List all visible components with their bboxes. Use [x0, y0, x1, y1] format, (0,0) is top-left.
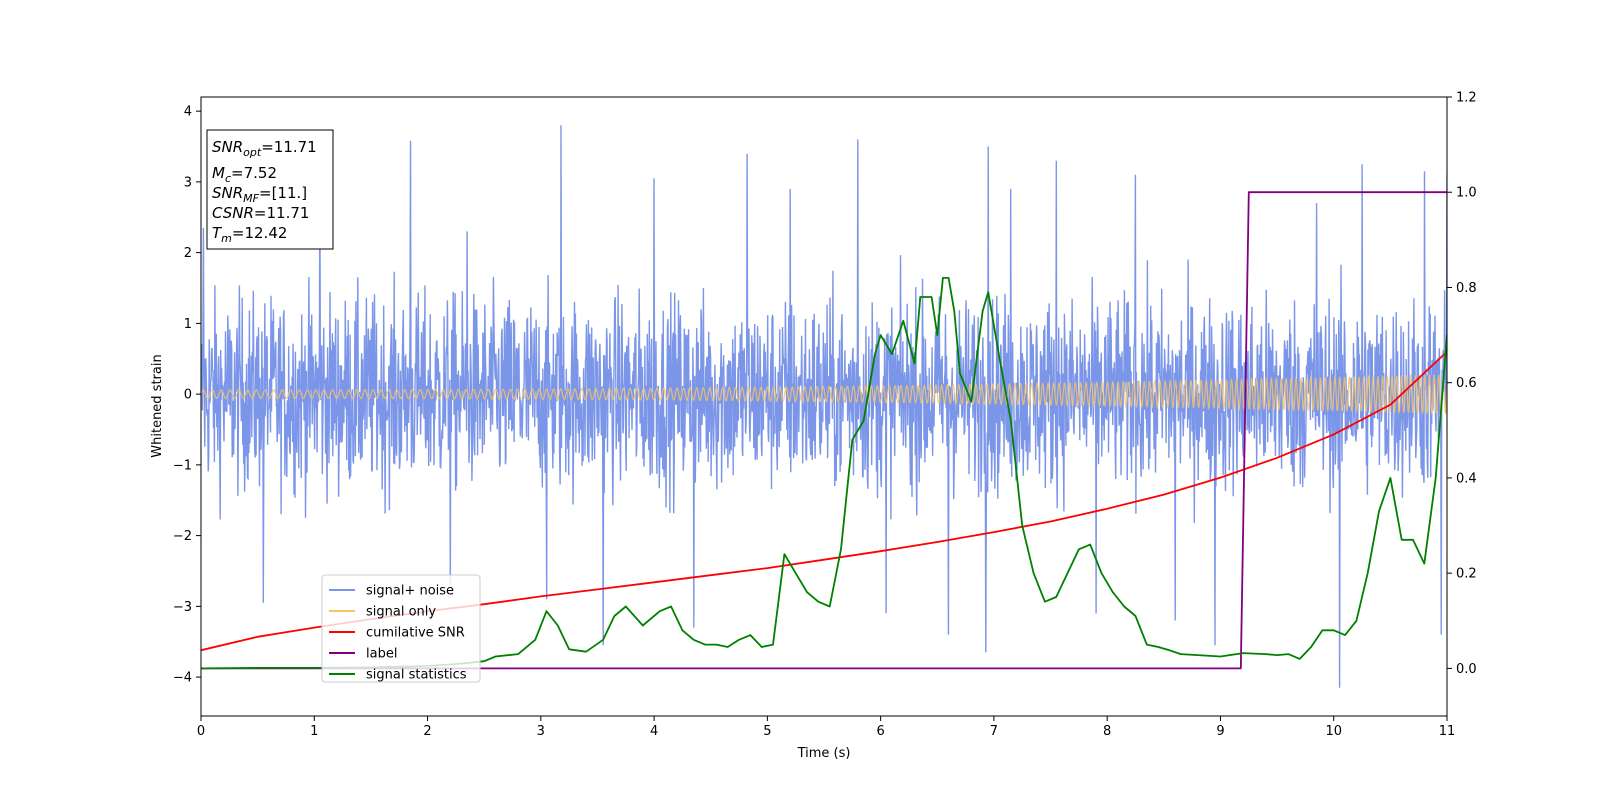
- legend-entry-label: label: [366, 647, 397, 662]
- snr-opt-symbol: SNR: [212, 138, 243, 156]
- x-tick-label: 4: [650, 724, 658, 739]
- x-tick-label: 7: [990, 724, 998, 739]
- snr-opt-value: =11.71: [261, 138, 317, 156]
- x-tick-label: 3: [537, 724, 545, 739]
- series-label-line: [201, 191, 1447, 670]
- y-tick-label: 2: [184, 246, 192, 261]
- y-tick-label: 1: [184, 317, 192, 332]
- legend-entry-label: signal only: [366, 605, 436, 620]
- y-tick-label: −3: [173, 600, 192, 615]
- svg-text:SNRopt=11.71: SNRopt=11.71: [212, 138, 317, 159]
- svg-text:SNRMF=[11.]: SNRMF=[11.]: [212, 184, 307, 205]
- x-tick-label: 9: [1216, 724, 1224, 739]
- y2-tick-label: 0.2: [1456, 567, 1477, 582]
- series-signal-statistics-line: [201, 277, 1447, 670]
- x-tick-label: 11: [1439, 724, 1456, 739]
- svg-text:Tm=12.42: Tm=12.42: [212, 224, 287, 245]
- y2-tick-label: 0.4: [1456, 471, 1477, 486]
- x-tick-label: 8: [1103, 724, 1111, 739]
- legend-entry-label: signal+ noise: [366, 584, 454, 599]
- legend: signal+ noise signal only cumilative SNR la…: [321, 574, 481, 683]
- legend-entry-label: cumilative SNR: [366, 626, 465, 641]
- y-tick-label: −4: [173, 671, 192, 686]
- y-tick-label: 4: [184, 105, 192, 120]
- y-axis-title: Whitened strain: [150, 354, 165, 457]
- snr-opt-subscript: opt: [243, 146, 262, 159]
- x-tick-label: 1: [310, 724, 318, 739]
- y-tick-label: −1: [173, 458, 192, 473]
- snr-mf-value: =[11.]: [259, 184, 307, 202]
- mc-symbol: M: [212, 164, 225, 182]
- y2-tick-label: 0.6: [1456, 376, 1477, 391]
- series-signal-only-line: [201, 373, 1447, 415]
- x-axis-title: Time (s): [797, 746, 851, 761]
- y2-tick-label: 0.8: [1456, 281, 1477, 296]
- y-tick-label: 0: [184, 388, 192, 403]
- mc-value: =7.52: [231, 164, 277, 182]
- x-tick-label: 6: [876, 724, 884, 739]
- plot-frame: [200, 96, 1448, 717]
- svg-text:CSNR=11.71: CSNR=11.71: [212, 204, 309, 222]
- x-tick-label: 0: [197, 724, 205, 739]
- tm-subscript: m: [221, 232, 232, 245]
- svg-text:Mc=7.52: Mc=7.52: [212, 164, 277, 185]
- y-tick-label: −2: [173, 529, 192, 544]
- tm-symbol: T: [212, 224, 223, 242]
- legend-entry-label: signal statistics: [366, 668, 467, 683]
- csnr-value: =11.71: [254, 204, 310, 222]
- snr-mf-subscript: MF: [243, 192, 259, 205]
- x-tick-label: 10: [1325, 724, 1342, 739]
- y-tick-label: 3: [184, 175, 192, 190]
- y2-tick-label: 1.0: [1456, 186, 1477, 201]
- mc-subscript: c: [225, 172, 231, 185]
- x-tick-label: 2: [423, 724, 431, 739]
- y2-tick-label: 1.2: [1456, 91, 1477, 106]
- csnr-symbol: CSNR: [212, 204, 254, 222]
- x-tick-label: 5: [763, 724, 771, 739]
- annotation-box: SNRopt=11.71 Mc=7.52 SNRMF=[11.] CSNR=11…: [206, 129, 334, 250]
- y2-tick-label: 0.0: [1456, 662, 1477, 677]
- tm-value: =12.42: [232, 224, 288, 242]
- snr-mf-symbol: SNR: [212, 184, 243, 202]
